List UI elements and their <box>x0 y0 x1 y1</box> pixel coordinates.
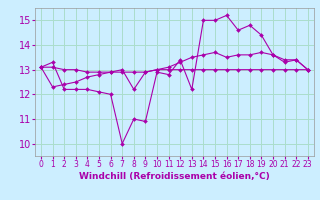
X-axis label: Windchill (Refroidissement éolien,°C): Windchill (Refroidissement éolien,°C) <box>79 172 270 181</box>
